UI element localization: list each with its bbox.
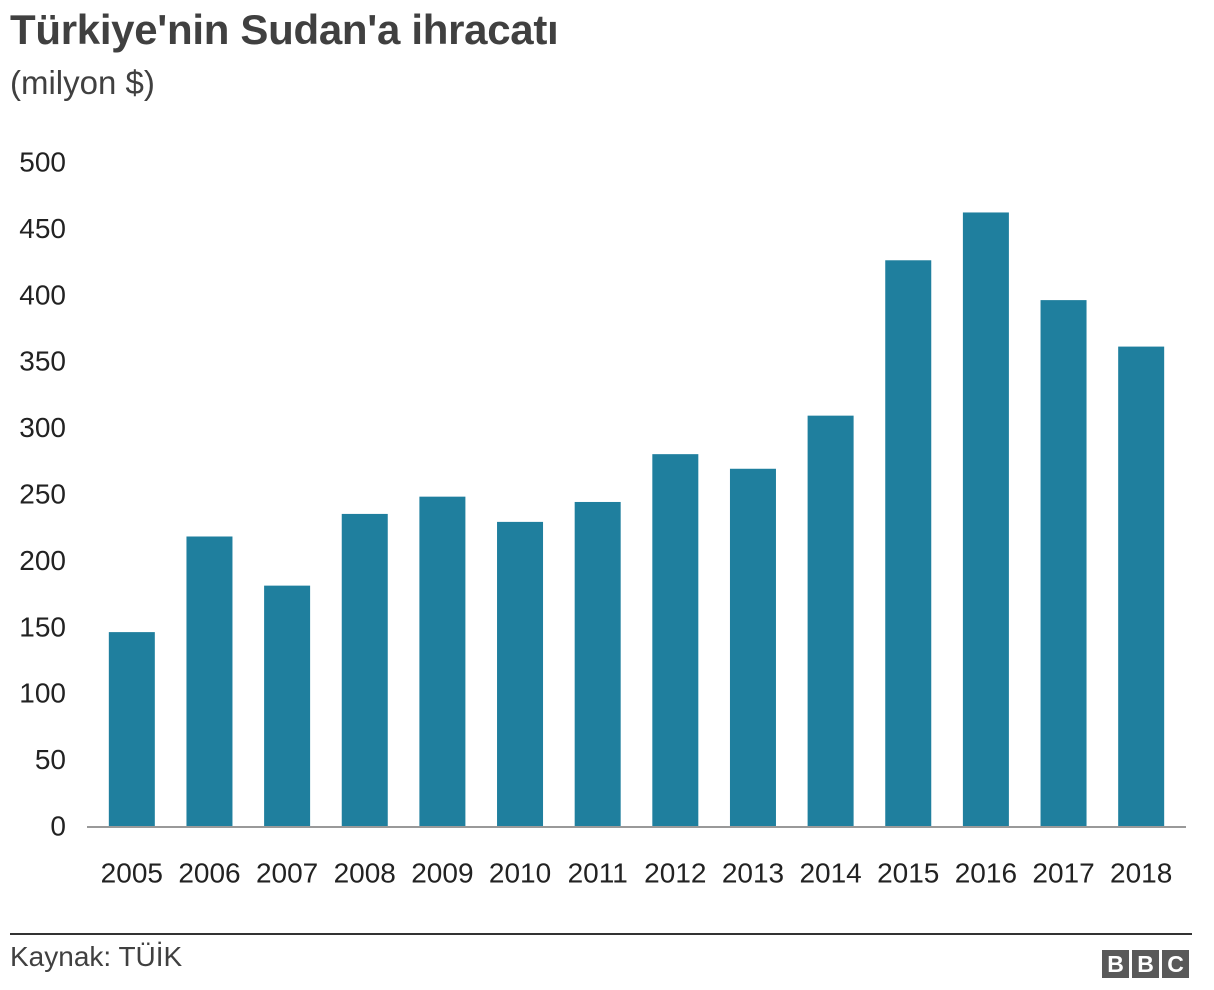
bbc-logo-letter: B bbox=[1132, 950, 1159, 978]
x-tick-label: 2006 bbox=[178, 858, 240, 889]
y-tick-label: 0 bbox=[50, 811, 66, 842]
x-tick-label: 2015 bbox=[877, 858, 939, 889]
bar-2017 bbox=[1040, 300, 1087, 826]
bar-2013 bbox=[729, 468, 776, 826]
bar-2018 bbox=[1118, 346, 1165, 826]
bar-2009 bbox=[419, 496, 466, 826]
bar-2011 bbox=[574, 501, 621, 826]
y-tick-label: 450 bbox=[19, 213, 66, 244]
y-tick-label: 500 bbox=[19, 147, 66, 178]
bar-2015 bbox=[885, 260, 932, 827]
bar-2006 bbox=[186, 536, 233, 826]
y-tick-label: 300 bbox=[19, 412, 66, 443]
bbc-logo-letter: B bbox=[1102, 950, 1129, 978]
bbc-logo: B B C bbox=[1102, 950, 1189, 978]
chart-title: Türkiye'nin Sudan'a ihracatı bbox=[10, 6, 559, 53]
x-tick-label: 2016 bbox=[955, 858, 1017, 889]
x-tick-label: 2018 bbox=[1110, 858, 1172, 889]
bars bbox=[108, 212, 1165, 827]
x-tick-label: 2008 bbox=[334, 858, 396, 889]
bar-2005 bbox=[108, 632, 155, 826]
y-tick-label: 400 bbox=[19, 279, 66, 310]
y-tick-label: 250 bbox=[19, 479, 66, 510]
bar-2014 bbox=[807, 415, 854, 826]
bar-2007 bbox=[264, 585, 311, 826]
x-tick-label: 2013 bbox=[722, 858, 784, 889]
footer-divider bbox=[10, 933, 1192, 935]
x-axis-labels: 2005 2006 2007 2008 2009 2010 2011 2012 2013 2014… bbox=[101, 858, 1173, 889]
source-note: Kaynak: TÜİK bbox=[10, 941, 183, 972]
y-tick-label: 150 bbox=[19, 611, 66, 642]
x-tick-label: 2010 bbox=[489, 858, 551, 889]
y-axis-labels: 0 50 100 150 200 250 300 350 400 450 500 bbox=[19, 147, 66, 842]
y-tick-label: 200 bbox=[19, 545, 66, 576]
x-tick-label: 2014 bbox=[799, 858, 861, 889]
bar-2010 bbox=[497, 521, 544, 826]
x-tick-label: 2017 bbox=[1032, 858, 1094, 889]
x-tick-label: 2005 bbox=[101, 858, 163, 889]
x-tick-label: 2012 bbox=[644, 858, 706, 889]
bar-2016 bbox=[962, 212, 1009, 827]
x-tick-label: 2007 bbox=[256, 858, 318, 889]
bar-2008 bbox=[341, 513, 388, 826]
x-tick-label: 2011 bbox=[568, 858, 628, 889]
x-tick-label: 2009 bbox=[411, 858, 473, 889]
y-tick-label: 50 bbox=[35, 744, 66, 775]
bar-2012 bbox=[652, 454, 699, 826]
chart-subtitle: (milyon $) bbox=[10, 64, 155, 101]
y-tick-label: 100 bbox=[19, 678, 66, 709]
y-tick-label: 350 bbox=[19, 346, 66, 377]
bbc-logo-letter: C bbox=[1162, 950, 1189, 978]
